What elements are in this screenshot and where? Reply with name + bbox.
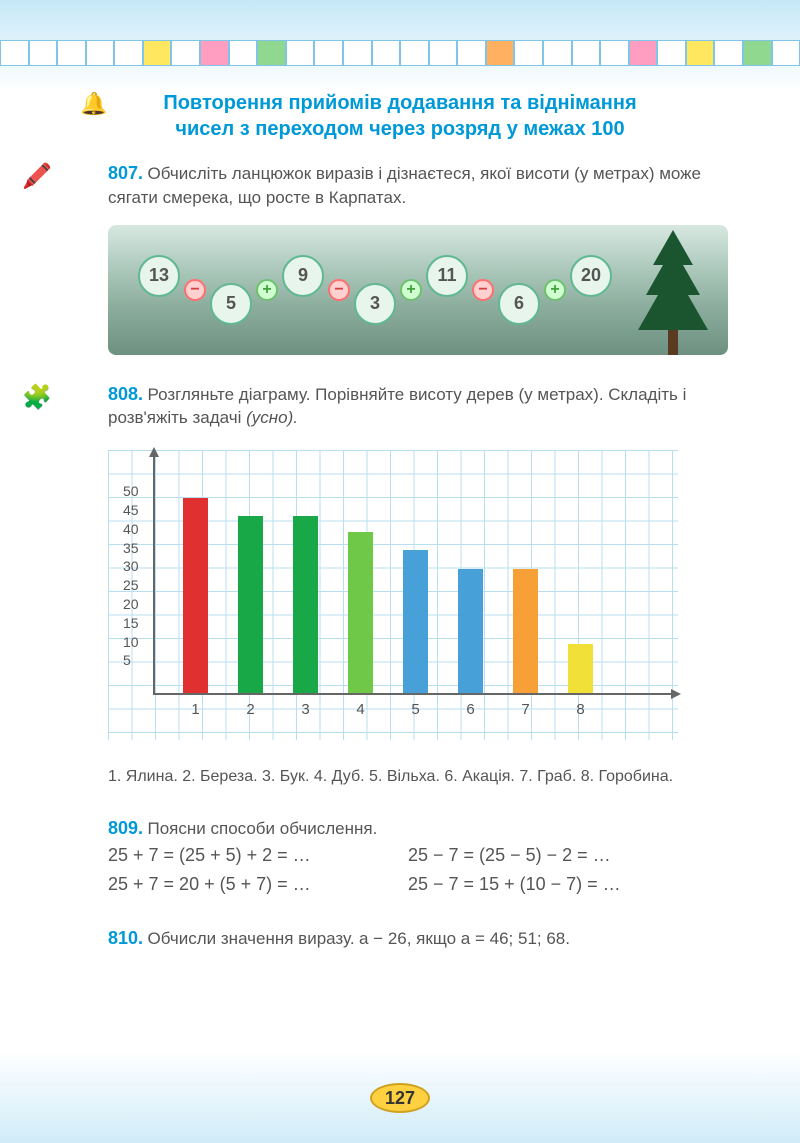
bar-2 bbox=[238, 516, 263, 693]
page-title: 🔔 Повторення прийомів додавання та відні… bbox=[50, 90, 750, 142]
page-number: 127 bbox=[370, 1083, 430, 1113]
chart-legend: 1. Ялина. 2. Береза. 3. Бук. 4. Дуб. 5. … bbox=[108, 765, 750, 789]
exercise-809: 809. Поясни способи обчислення. 25 + 7 =… bbox=[50, 817, 750, 898]
bar-1 bbox=[183, 498, 208, 694]
ex-number: 807. bbox=[108, 163, 143, 183]
bar-chart: 510152025303540455012345678 bbox=[108, 450, 678, 740]
bar-6 bbox=[458, 569, 483, 693]
bell-icon: 🔔 bbox=[80, 90, 107, 119]
exercise-810: 810. Обчисли значення виразу. a − 26, як… bbox=[50, 927, 750, 951]
exercise-807: 🖍️ 807. Обчисліть ланцюжок виразів і діз… bbox=[50, 162, 750, 355]
chain-illustration: 13−5+9−3+11−6+20 bbox=[108, 225, 728, 355]
title-line1: Повторення прийомів додавання та відніма… bbox=[163, 92, 636, 114]
bar-7 bbox=[513, 569, 538, 693]
bar-5 bbox=[403, 550, 428, 693]
ex-number: 809. bbox=[108, 818, 143, 838]
title-line2: чисел з переходом через розряд у межах 1… bbox=[175, 118, 624, 140]
bar-4 bbox=[348, 532, 373, 694]
tree-icon bbox=[628, 225, 718, 355]
ex-text: Поясни способи обчислення. bbox=[148, 819, 378, 838]
puzzle-icon: 🧩 bbox=[22, 383, 52, 412]
ex-number: 810. bbox=[108, 928, 143, 948]
ex-text: Розгляньте діаграму. Порівняйте висоту д… bbox=[108, 385, 686, 428]
ex-line: a − 26, якщо a = 46; 51; 68. bbox=[359, 929, 570, 948]
pencils-icon: 🖍️ bbox=[22, 162, 52, 191]
bar-8 bbox=[568, 644, 593, 693]
bar-3 bbox=[293, 516, 318, 693]
exercise-808: 🧩 808. Розгляньте діаграму. Порівняйте в… bbox=[50, 383, 750, 790]
ex-text: Обчисли значення виразу. bbox=[148, 929, 355, 948]
ex-number: 808. bbox=[108, 384, 143, 404]
ex-text: Обчисліть ланцюжок виразів і дізнаєтеся,… bbox=[108, 164, 701, 207]
